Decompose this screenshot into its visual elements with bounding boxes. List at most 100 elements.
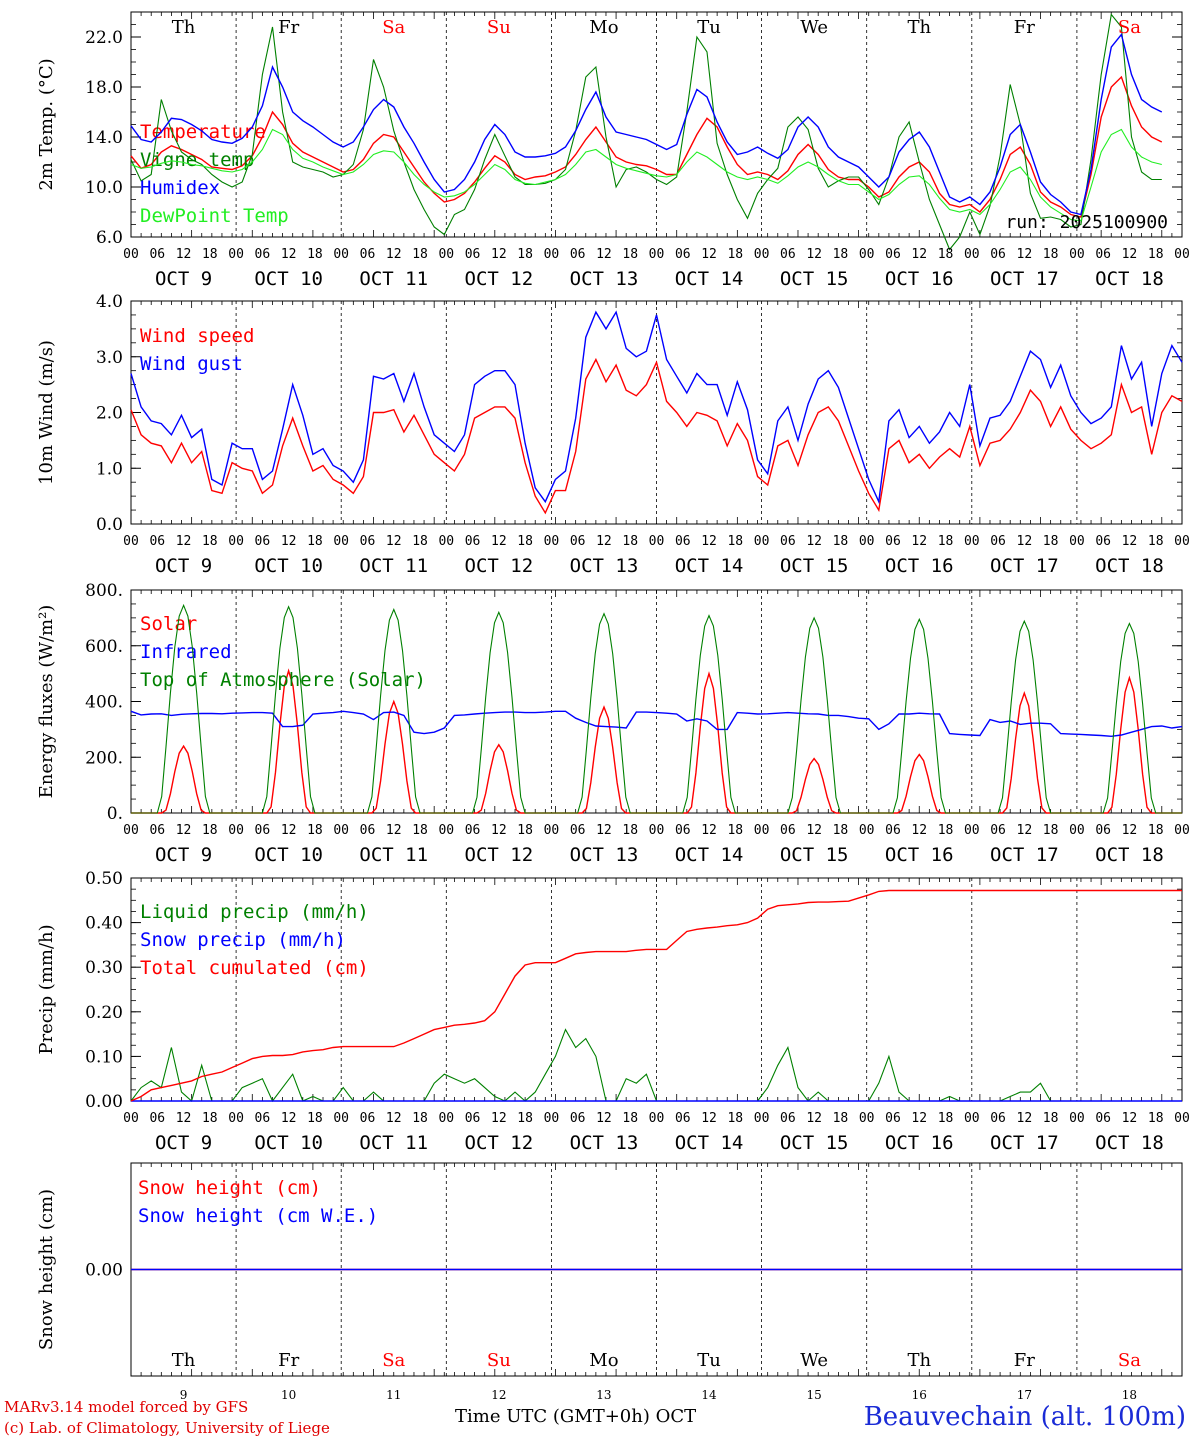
temp-hour-label: 18 (202, 247, 218, 262)
precip-y-tick-label: 0.50 (85, 869, 123, 889)
weekday-label: Th (907, 17, 931, 38)
precip-hour-label: 06 (885, 1111, 901, 1126)
temp-date-label: OCT 10 (254, 268, 323, 290)
energy-hour-label: 18 (938, 823, 954, 838)
precip-hour-label: 18 (202, 1111, 218, 1126)
wind-y-tick-label: 1.0 (96, 459, 123, 479)
energy-hour-label: 00 (859, 823, 875, 838)
temp-legend-entry: Humidex (140, 177, 220, 199)
temp-legend-entry: Vigne temp (140, 149, 254, 171)
wind-date-label: OCT 12 (465, 555, 534, 577)
temp-hour-label: 00 (964, 247, 980, 262)
energy-series-infrared (130, 710, 1183, 738)
temp-y-label: 2m Temp. (°C) (36, 58, 57, 190)
temp-hour-label: 00 (649, 247, 665, 262)
temp-hour-label: 06 (149, 247, 165, 262)
precip-hour-label: 06 (255, 1111, 271, 1126)
wind-y-tick-label: 4.0 (96, 292, 123, 312)
wind-hour-label: 12 (386, 534, 402, 549)
wind-date-label: OCT 11 (359, 555, 428, 577)
energy-hour-label: 06 (255, 823, 271, 838)
wind-hour-label: 06 (465, 534, 481, 549)
energy-hour-label: 00 (438, 823, 454, 838)
temp-hour-label: 00 (1069, 247, 1085, 262)
precip-series-total-cumulated-cm- (130, 889, 1182, 1102)
precip-date-label: OCT 12 (465, 1132, 534, 1154)
energy-hour-label: 12 (806, 823, 822, 838)
weekday-label: Sa (382, 17, 405, 38)
energy-hour-label: 00 (754, 823, 770, 838)
weekday-label: We (800, 17, 828, 38)
energy-y-tick-label: 800. (85, 581, 123, 601)
energy-hour-label: 00 (649, 823, 665, 838)
day-number-label: 16 (912, 1388, 927, 1402)
temp-series-temperature (130, 75, 1163, 218)
temp-run-annotation: run: 2025100900 (1005, 212, 1168, 233)
energy-hour-label: 12 (911, 823, 927, 838)
precip-hour-label: 18 (412, 1111, 428, 1126)
weekday-label: Fr (1014, 1350, 1035, 1371)
temp-date-label: OCT 14 (675, 268, 744, 290)
day-number-label: 17 (1017, 1388, 1032, 1402)
wind-hour-label: 18 (202, 534, 218, 549)
weekday-label: Th (172, 1350, 196, 1371)
temp-hour-label-final: 00 (1174, 247, 1190, 262)
precip-y-tick-label: 0.40 (85, 914, 123, 934)
energy-hour-label: 00 (228, 823, 244, 838)
precip-hour-label: 12 (386, 1111, 402, 1126)
energy-hour-label: 18 (412, 823, 428, 838)
temp-series-vigne-temp (130, 13, 1162, 251)
precip-date-label: OCT 10 (254, 1132, 323, 1154)
energy-hour-label: 18 (307, 823, 323, 838)
temp-hour-label: 12 (386, 247, 402, 262)
temp-hour-label: 18 (622, 247, 638, 262)
energy-series-top-of-atmosphere-solar- (131, 603, 1182, 814)
wind-hour-label: 18 (1148, 534, 1164, 549)
precip-date-label: OCT 14 (675, 1132, 744, 1154)
energy-hour-label: 06 (885, 823, 901, 838)
wind-hour-label: 00 (544, 534, 560, 549)
weekday-label: Mo (589, 1350, 618, 1371)
wind-hour-label: 00 (333, 534, 349, 549)
wind-hour-label: 18 (517, 534, 533, 549)
energy-hour-label: 18 (202, 823, 218, 838)
wind-hour-label: 12 (701, 534, 717, 549)
temp-hour-label: 00 (333, 247, 349, 262)
energy-hour-label: 12 (386, 823, 402, 838)
energy-hour-label: 12 (596, 823, 612, 838)
wind-hour-label: 18 (727, 534, 743, 549)
precip-date-label: OCT 9 (155, 1132, 212, 1154)
wind-hour-label: 06 (675, 534, 691, 549)
temp-hour-label: 12 (176, 247, 192, 262)
day-number-label: 12 (491, 1388, 506, 1402)
precip-hour-label: 06 (1095, 1111, 1111, 1126)
precip-hour-label: 18 (517, 1111, 533, 1126)
temp-hour-label: 18 (938, 247, 954, 262)
wind-series-wind-speed (130, 357, 1183, 515)
energy-date-label: OCT 17 (990, 844, 1059, 866)
precip-hour-label: 00 (649, 1111, 665, 1126)
wind-hour-label: 18 (938, 534, 954, 549)
energy-date-label: OCT 15 (780, 844, 849, 866)
energy-hour-label: 12 (281, 823, 297, 838)
precip-hour-label: 12 (176, 1111, 192, 1126)
precip-legend-entry: Total cumulated (cm) (140, 957, 369, 979)
energy-hour-label: 12 (1017, 823, 1033, 838)
wind-hour-label: 06 (885, 534, 901, 549)
station-name: Beauvechain (alt. 100m) (863, 1402, 1186, 1432)
precip-hour-label: 00 (438, 1111, 454, 1126)
temp-hour-label: 18 (833, 247, 849, 262)
energy-date-label: OCT 16 (885, 844, 954, 866)
wind-hour-label: 18 (307, 534, 323, 549)
temp-y-tick-label: 14.0 (85, 128, 123, 148)
energy-legend-entry: Solar (140, 613, 197, 635)
energy-hour-label-final: 00 (1174, 823, 1190, 838)
temp-hour-label: 12 (1017, 247, 1033, 262)
energy-hour-label: 00 (333, 823, 349, 838)
precip-hour-label: 00 (544, 1111, 560, 1126)
precip-hour-label: 06 (780, 1111, 796, 1126)
snow-legend-entry: Snow height (cm W.E.) (138, 1205, 378, 1227)
energy-hour-label: 00 (544, 823, 560, 838)
precip-hour-label: 18 (938, 1111, 954, 1126)
